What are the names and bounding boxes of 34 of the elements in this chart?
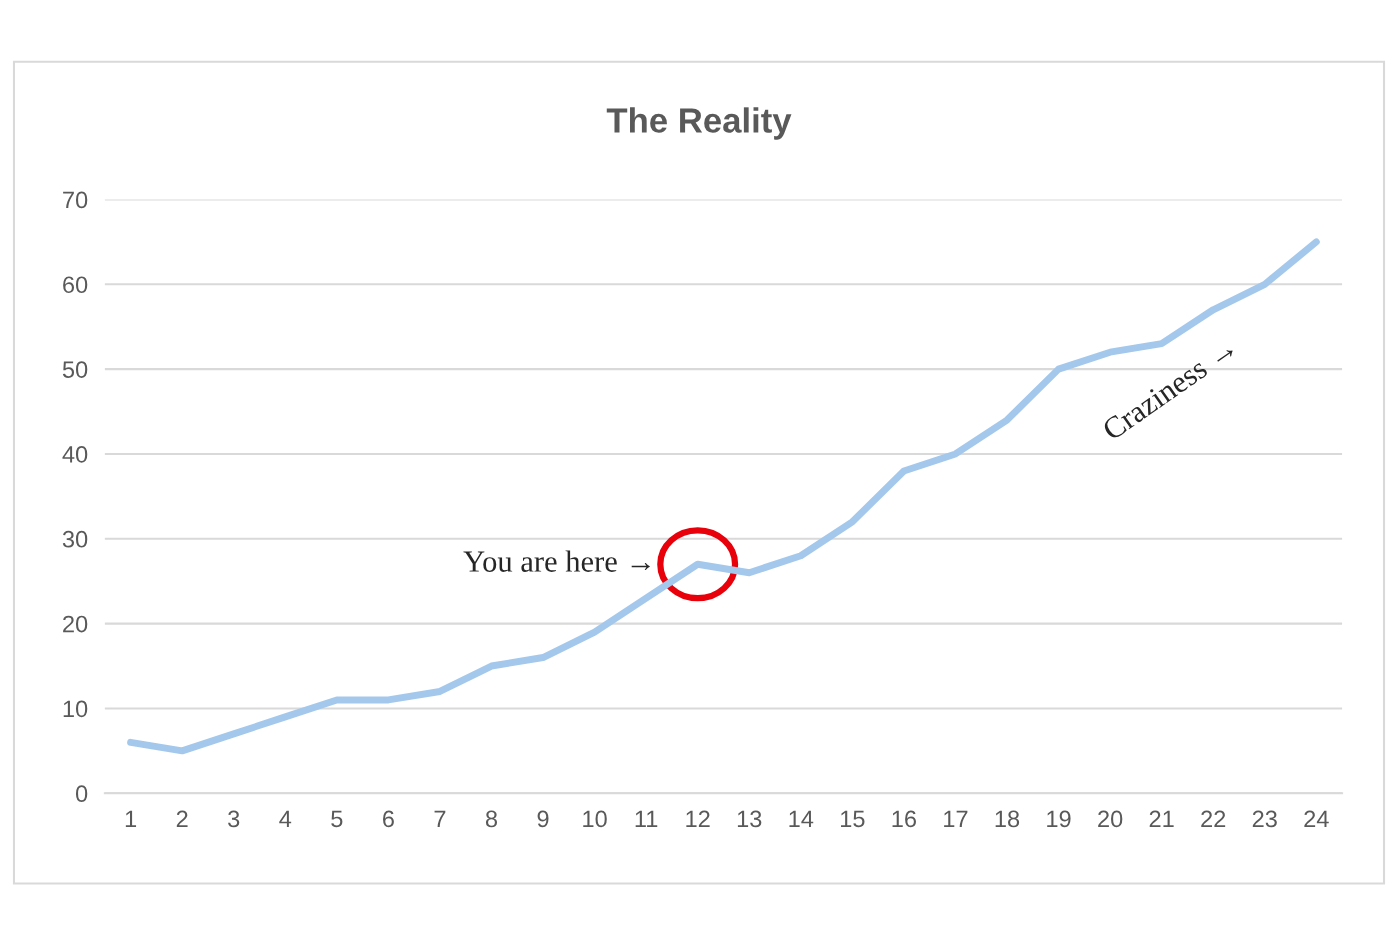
x-tick-label: 7 bbox=[434, 810, 446, 828]
y-tick-label: 0 bbox=[75, 785, 88, 803]
x-tick-label: 13 bbox=[737, 810, 762, 828]
x-tick-label: 17 bbox=[944, 810, 968, 828]
x-tick-label: 12 bbox=[686, 810, 710, 828]
x-tick-label: 11 bbox=[635, 810, 658, 828]
x-tick-label: 10 bbox=[583, 810, 607, 828]
y-tick-label: 60 bbox=[63, 276, 88, 294]
x-tick-label: 6 bbox=[383, 810, 394, 828]
y-tick-label: 40 bbox=[62, 446, 88, 463]
chart-title: The Reality bbox=[606, 107, 792, 140]
y-tick-label: 70 bbox=[63, 191, 88, 209]
x-tick-label: 9 bbox=[537, 810, 549, 828]
x-tick-label: 18 bbox=[995, 810, 1020, 828]
x-tick-label: 15 bbox=[841, 810, 865, 828]
x-tick-label: 1 bbox=[125, 810, 137, 828]
y-tick-label: 50 bbox=[62, 361, 88, 378]
y-tick-label: 10 bbox=[63, 700, 88, 718]
x-tick-label: 22 bbox=[1201, 810, 1226, 828]
x-tick-label: 3 bbox=[228, 810, 240, 828]
x-tick-label: 2 bbox=[176, 810, 188, 828]
x-tick-label: 24 bbox=[1304, 810, 1329, 828]
x-tick-label: 14 bbox=[789, 810, 814, 828]
y-tick-label: 30 bbox=[62, 530, 88, 548]
x-tick-label: 4 bbox=[279, 810, 292, 828]
x-tick-label: 20 bbox=[1098, 810, 1123, 828]
x-tick-label: 23 bbox=[1252, 810, 1277, 828]
x-tick-label: 16 bbox=[892, 810, 916, 828]
x-tick-label: 5 bbox=[331, 810, 343, 828]
x-tick-label: 8 bbox=[485, 810, 498, 828]
annotation: You are here → bbox=[463, 550, 650, 572]
x-tick-label: 19 bbox=[1047, 810, 1071, 828]
x-tick-label: 21 bbox=[1149, 810, 1174, 828]
y-tick-label: 20 bbox=[63, 615, 88, 633]
